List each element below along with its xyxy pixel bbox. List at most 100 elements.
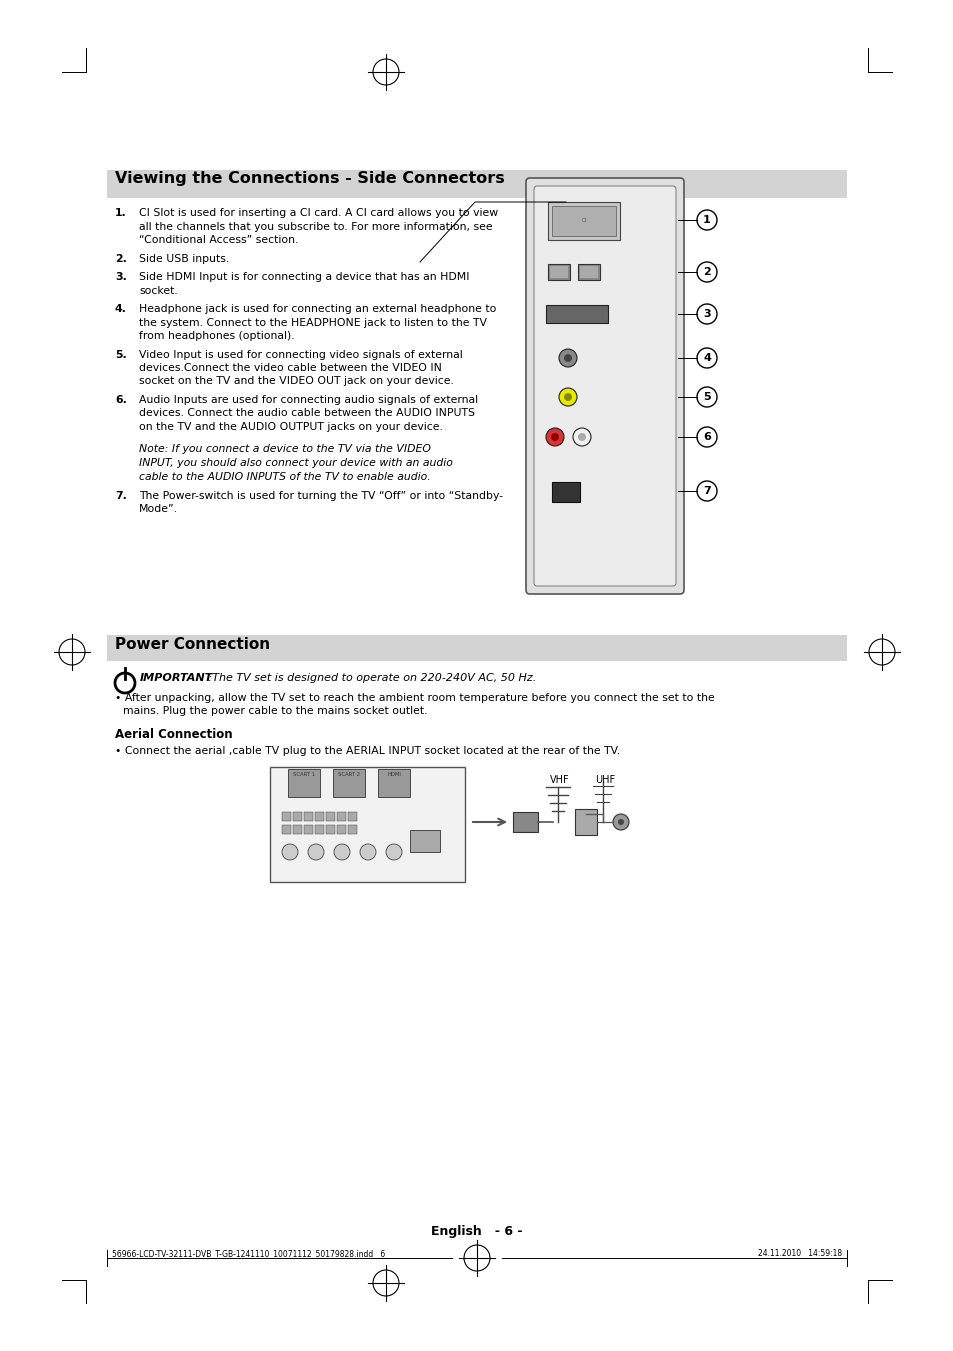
Text: 4: 4 xyxy=(702,353,710,363)
Text: 3: 3 xyxy=(702,309,710,319)
Text: on the TV and the AUDIO OUTPUT jacks on your device.: on the TV and the AUDIO OUTPUT jacks on … xyxy=(139,422,442,432)
Text: CI Slot is used for inserting a CI card. A CI card allows you to view: CI Slot is used for inserting a CI card.… xyxy=(139,208,497,218)
Bar xyxy=(293,812,302,821)
Bar xyxy=(304,812,313,821)
Circle shape xyxy=(545,428,563,446)
Circle shape xyxy=(578,434,585,440)
Bar xyxy=(513,812,537,832)
Circle shape xyxy=(558,388,577,407)
Text: INPUT, you should also connect your device with an audio: INPUT, you should also connect your devi… xyxy=(139,458,453,467)
Bar xyxy=(293,825,302,834)
Bar xyxy=(348,825,356,834)
Circle shape xyxy=(618,819,623,825)
Bar xyxy=(552,482,579,503)
Text: socket.: socket. xyxy=(139,285,177,296)
Circle shape xyxy=(697,481,717,501)
Circle shape xyxy=(551,434,558,440)
Circle shape xyxy=(563,354,572,362)
Circle shape xyxy=(573,428,590,446)
Bar xyxy=(377,769,410,797)
Circle shape xyxy=(697,304,717,324)
Circle shape xyxy=(563,393,572,401)
Bar xyxy=(410,830,439,852)
Circle shape xyxy=(334,844,350,861)
Circle shape xyxy=(558,349,577,367)
Text: 5.: 5. xyxy=(115,350,127,359)
Circle shape xyxy=(386,844,401,861)
Bar xyxy=(348,812,356,821)
Text: 2.: 2. xyxy=(115,254,127,263)
Circle shape xyxy=(359,844,375,861)
Text: English   - 6 -: English - 6 - xyxy=(431,1225,522,1238)
Text: all the channels that you subscribe to. For more information, see: all the channels that you subscribe to. … xyxy=(139,222,492,231)
Text: Viewing the Connections - Side Connectors: Viewing the Connections - Side Connector… xyxy=(115,172,504,186)
Text: Headphone jack is used for connecting an external headphone to: Headphone jack is used for connecting an… xyxy=(139,304,496,313)
Bar xyxy=(547,263,569,280)
Bar xyxy=(326,812,335,821)
Text: • Connect the aerial ,cable TV plug to the AERIAL INPUT socket located at the re: • Connect the aerial ,cable TV plug to t… xyxy=(115,746,619,755)
Bar xyxy=(107,170,846,199)
Text: 7.: 7. xyxy=(115,490,127,501)
Text: Video Input is used for connecting video signals of external: Video Input is used for connecting video… xyxy=(139,350,462,359)
FancyBboxPatch shape xyxy=(525,178,683,594)
Text: Side HDMI Input is for connecting a device that has an HDMI: Side HDMI Input is for connecting a devi… xyxy=(139,272,469,282)
Text: 3.: 3. xyxy=(115,272,127,282)
Text: UHF: UHF xyxy=(595,775,615,785)
Bar xyxy=(107,635,846,661)
Text: devices.Connect the video cable between the VIDEO IN: devices.Connect the video cable between … xyxy=(139,363,441,373)
Text: 4.: 4. xyxy=(115,304,127,313)
Bar xyxy=(288,769,319,797)
Text: mains. Plug the power cable to the mains socket outlet.: mains. Plug the power cable to the mains… xyxy=(123,707,427,716)
Text: 24.11.2010   14:59:18: 24.11.2010 14:59:18 xyxy=(757,1250,841,1258)
Text: 1: 1 xyxy=(702,215,710,226)
Bar xyxy=(575,809,597,835)
Bar xyxy=(336,825,346,834)
FancyBboxPatch shape xyxy=(534,186,676,586)
Text: the system. Connect to the HEADPHONE jack to listen to the TV: the system. Connect to the HEADPHONE jac… xyxy=(139,317,486,327)
Bar xyxy=(282,825,291,834)
Text: 7: 7 xyxy=(702,486,710,496)
Text: Power Connection: Power Connection xyxy=(115,638,270,653)
Text: socket on the TV and the VIDEO OUT jack on your device.: socket on the TV and the VIDEO OUT jack … xyxy=(139,377,454,386)
Text: 1.: 1. xyxy=(115,208,127,218)
Text: cable to the AUDIO INPUTS of the TV to enable audio.: cable to the AUDIO INPUTS of the TV to e… xyxy=(139,471,431,481)
Text: 5: 5 xyxy=(702,392,710,403)
Text: “Conditional Access” section.: “Conditional Access” section. xyxy=(139,235,298,245)
Text: The Power-switch is used for turning the TV “Off” or into “Standby-: The Power-switch is used for turning the… xyxy=(139,490,502,501)
Text: 2: 2 xyxy=(702,267,710,277)
Text: 56966-LCD-TV-32111-DVB_T-GB-1241110_10071112_50179828.indd   6: 56966-LCD-TV-32111-DVB_T-GB-1241110_1007… xyxy=(112,1250,385,1258)
Circle shape xyxy=(697,209,717,230)
Text: VHF: VHF xyxy=(550,775,569,785)
Text: 6.: 6. xyxy=(115,394,127,405)
Circle shape xyxy=(613,815,628,830)
Text: Audio Inputs are used for connecting audio signals of external: Audio Inputs are used for connecting aud… xyxy=(139,394,477,405)
Text: Mode”.: Mode”. xyxy=(139,504,178,515)
Bar xyxy=(270,767,464,882)
Bar xyxy=(552,205,616,236)
Circle shape xyxy=(697,427,717,447)
Bar xyxy=(282,812,291,821)
Circle shape xyxy=(697,262,717,282)
Text: SCART 2: SCART 2 xyxy=(337,771,359,777)
Circle shape xyxy=(697,349,717,367)
Bar xyxy=(545,305,607,323)
Text: :The TV set is designed to operate on 220-240V AC, 50 Hz.: :The TV set is designed to operate on 22… xyxy=(205,673,536,684)
Text: IMPORTANT: IMPORTANT xyxy=(140,673,213,684)
Text: CI: CI xyxy=(580,219,586,223)
Text: devices. Connect the audio cable between the AUDIO INPUTS: devices. Connect the audio cable between… xyxy=(139,408,475,419)
Bar xyxy=(333,769,365,797)
Bar xyxy=(336,812,346,821)
Bar xyxy=(304,825,313,834)
Text: SCART 1: SCART 1 xyxy=(293,771,314,777)
Bar xyxy=(547,203,619,240)
Bar xyxy=(550,266,567,278)
Circle shape xyxy=(282,844,297,861)
Bar xyxy=(326,825,335,834)
Circle shape xyxy=(308,844,324,861)
Text: HDMI: HDMI xyxy=(387,771,400,777)
Bar xyxy=(314,825,324,834)
Text: • After unpacking, allow the TV set to reach the ambient room temperature before: • After unpacking, allow the TV set to r… xyxy=(115,693,714,703)
Text: Note: If you connect a device to the TV via the VIDEO: Note: If you connect a device to the TV … xyxy=(139,444,431,454)
Text: from headphones (optional).: from headphones (optional). xyxy=(139,331,294,340)
Circle shape xyxy=(697,386,717,407)
